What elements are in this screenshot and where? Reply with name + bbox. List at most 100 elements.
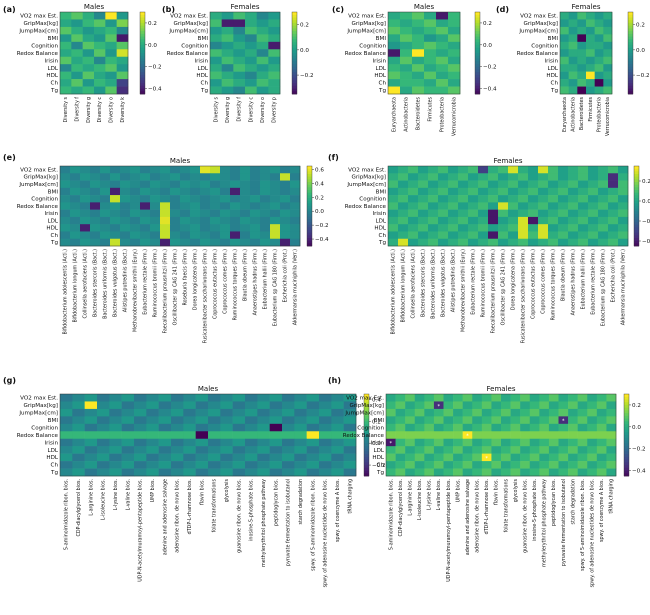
- column-label: Diversity s: [63, 97, 69, 123]
- heatmap-cell: [158, 431, 172, 440]
- column-label: spwy. of coenzyme A bios.: [599, 479, 605, 542]
- row-label: GripMax[kg]: [24, 21, 58, 27]
- heatmap-cell: [548, 231, 559, 240]
- heatmap-cell: [210, 79, 222, 87]
- heatmap-cell: [150, 180, 161, 189]
- heatmap-cell: [71, 56, 83, 65]
- heatmap-cell: [84, 416, 98, 425]
- heatmap-cell: [578, 195, 589, 203]
- heatmap-cell: [294, 416, 307, 425]
- heatmap-cell: [80, 231, 91, 240]
- heatmap-cell: [578, 173, 589, 181]
- heatmap-cell: [488, 166, 499, 174]
- heatmap-cell: [481, 446, 492, 454]
- heatmap-cell: [548, 166, 559, 174]
- heatmap-cell: [269, 431, 283, 440]
- colorbar-segment: [628, 74, 633, 78]
- heatmap-cell: [183, 401, 196, 410]
- column-label: starch degradation: [298, 479, 304, 525]
- heatmap-cell: [183, 416, 196, 425]
- heatmap-cell: [121, 416, 135, 425]
- heatmap-cell: [508, 231, 519, 240]
- colorbar-segment: [364, 443, 369, 447]
- heatmap-cell: [250, 173, 261, 181]
- heatmap-cell: [568, 224, 579, 232]
- heatmap-cell: [560, 86, 569, 95]
- row-label: HDL: [546, 73, 559, 79]
- column-label: methylerythritol phosphate pathway: [542, 479, 548, 567]
- heatmap-cell: [134, 416, 147, 425]
- heatmap-cell: [220, 408, 233, 417]
- heatmap-cell: [518, 224, 529, 232]
- heatmap-cell: [90, 187, 101, 196]
- heatmap-cell: [520, 423, 531, 432]
- heatmap-cell: [60, 64, 72, 72]
- heatmap-cell: [158, 401, 172, 410]
- heatmap-cell: [84, 401, 98, 410]
- heatmap-cell: [577, 431, 588, 440]
- heatmap-cell: [596, 408, 607, 417]
- heatmap-cell: [82, 26, 95, 35]
- colorbar-segment: [624, 404, 629, 409]
- heatmap-cell: [510, 446, 521, 454]
- heatmap-cell: [428, 180, 439, 189]
- heatmap-cell: [171, 431, 184, 440]
- heatmap-cell: [256, 71, 269, 80]
- heatmap-cell: [282, 401, 295, 410]
- heatmap-cell: [221, 56, 234, 65]
- heatmap-cell: [110, 224, 121, 232]
- heatmap-cell: [568, 202, 579, 210]
- heatmap-cell: [130, 224, 141, 232]
- heatmap-cell: [158, 446, 172, 454]
- heatmap-cell: [448, 56, 461, 65]
- heatmap-cell: [97, 416, 110, 425]
- heatmap-cell: [232, 431, 246, 440]
- heatmap-cell: [105, 56, 117, 65]
- heatmap-cell: [528, 238, 539, 247]
- heatmap-cell: [418, 173, 429, 181]
- heatmap-cell: [257, 438, 270, 447]
- colorbar-segment: [364, 470, 369, 474]
- column-label: adenosine ribon. de novo bios.: [175, 479, 181, 553]
- colorbar-segment: [624, 445, 629, 450]
- heatmap-cell: [618, 187, 629, 196]
- heatmap-cell: [478, 187, 489, 196]
- heatmap-cell: [60, 216, 71, 225]
- heatmap-cell: [60, 209, 71, 218]
- column-label: Diversity g: [225, 97, 231, 123]
- colorbar-tick-label: 0.0: [315, 209, 324, 215]
- heatmap-cell: [548, 431, 559, 440]
- colorbar-segment: [634, 200, 639, 204]
- heatmap-cell: [424, 71, 437, 80]
- heatmap-cell: [230, 238, 241, 247]
- heatmap-cell: [395, 416, 406, 425]
- heatmap-cell: [618, 195, 629, 203]
- heatmap-cell: [586, 12, 595, 20]
- heatmap-cell: [400, 86, 413, 95]
- heatmap-cell: [208, 446, 221, 454]
- heatmap-cell: [587, 438, 598, 447]
- column-label: flavin bios.: [494, 479, 500, 505]
- colorbar-segment: [634, 195, 639, 199]
- heatmap-cell: [290, 202, 301, 210]
- row-label: LDL: [373, 448, 384, 454]
- heatmap-cell: [331, 446, 344, 454]
- heatmap-cell: [539, 446, 550, 454]
- column-label: Bacteroidetes: [416, 97, 422, 131]
- heatmap-cell: [488, 202, 499, 210]
- heatmap-cell: [606, 461, 617, 469]
- heatmap-cell: [84, 446, 98, 454]
- heatmap-cell: [319, 468, 332, 477]
- heatmap-cell: [594, 64, 604, 72]
- heatmap-cell: [594, 56, 604, 65]
- heatmap-cell: [160, 231, 171, 240]
- colorbar-segment: [634, 171, 639, 175]
- heatmap-cell: [245, 19, 257, 28]
- colorbar-segment: [140, 47, 145, 51]
- heatmap-cell: [577, 12, 587, 20]
- row-label: GripMax[kg]: [24, 403, 58, 409]
- heatmap-cell: [529, 408, 540, 417]
- heatmap-cell: [414, 394, 425, 402]
- heatmap-cell: [412, 34, 425, 43]
- colorbar-segment: [307, 195, 312, 199]
